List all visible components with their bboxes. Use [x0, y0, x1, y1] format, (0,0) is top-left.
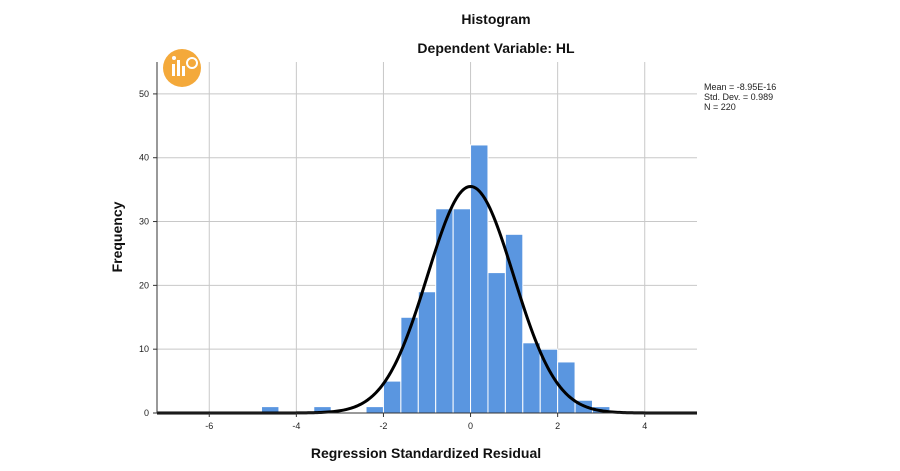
stats-n: N = 220 [704, 102, 736, 112]
x-tick-label-2: -2 [379, 421, 387, 431]
y-tick-label-0: 0 [144, 408, 149, 418]
x-tick-label-3: 0 [468, 421, 473, 431]
stats-mean: Mean = -8.95E-16 [704, 82, 776, 92]
histogram-bar-3 [382, 380, 402, 414]
histogram-bar-9 [487, 272, 506, 414]
chart-badge-icon [163, 49, 201, 87]
x-tick-label-5: 4 [642, 421, 647, 431]
y-tick-label-3: 30 [139, 217, 149, 227]
grid-lines [157, 62, 697, 413]
y-axis-title: Frequency [109, 201, 125, 272]
y-tick-label-5: 50 [139, 89, 149, 99]
y-tick-label-1: 10 [139, 344, 149, 354]
chart-subtitle: Dependent Variable: HL [417, 40, 575, 56]
y-tick-label-4: 40 [139, 153, 149, 163]
stats-std-dev: Std. Dev. = 0.989 [704, 92, 773, 102]
histogram-bar-11 [522, 342, 541, 414]
histogram-bar-8 [470, 144, 489, 414]
x-tick-label-0: -6 [205, 421, 213, 431]
histogram-bar-2 [365, 406, 384, 414]
y-tick-label-2: 20 [139, 280, 149, 290]
axes [153, 62, 697, 417]
histogram-bar-5 [417, 291, 437, 414]
y-tick-labels: 0 10 20 30 40 50 [139, 89, 149, 418]
x-tick-label-1: -4 [292, 421, 300, 431]
x-tick-labels: -6 -4 -2 0 2 4 [205, 421, 647, 431]
histogram-bars [261, 144, 611, 414]
x-tick-label-4: 2 [555, 421, 560, 431]
chart-title: Histogram [461, 11, 530, 27]
x-axis-title: Regression Standardized Residual [311, 445, 541, 461]
histogram-bar-7 [452, 208, 472, 414]
